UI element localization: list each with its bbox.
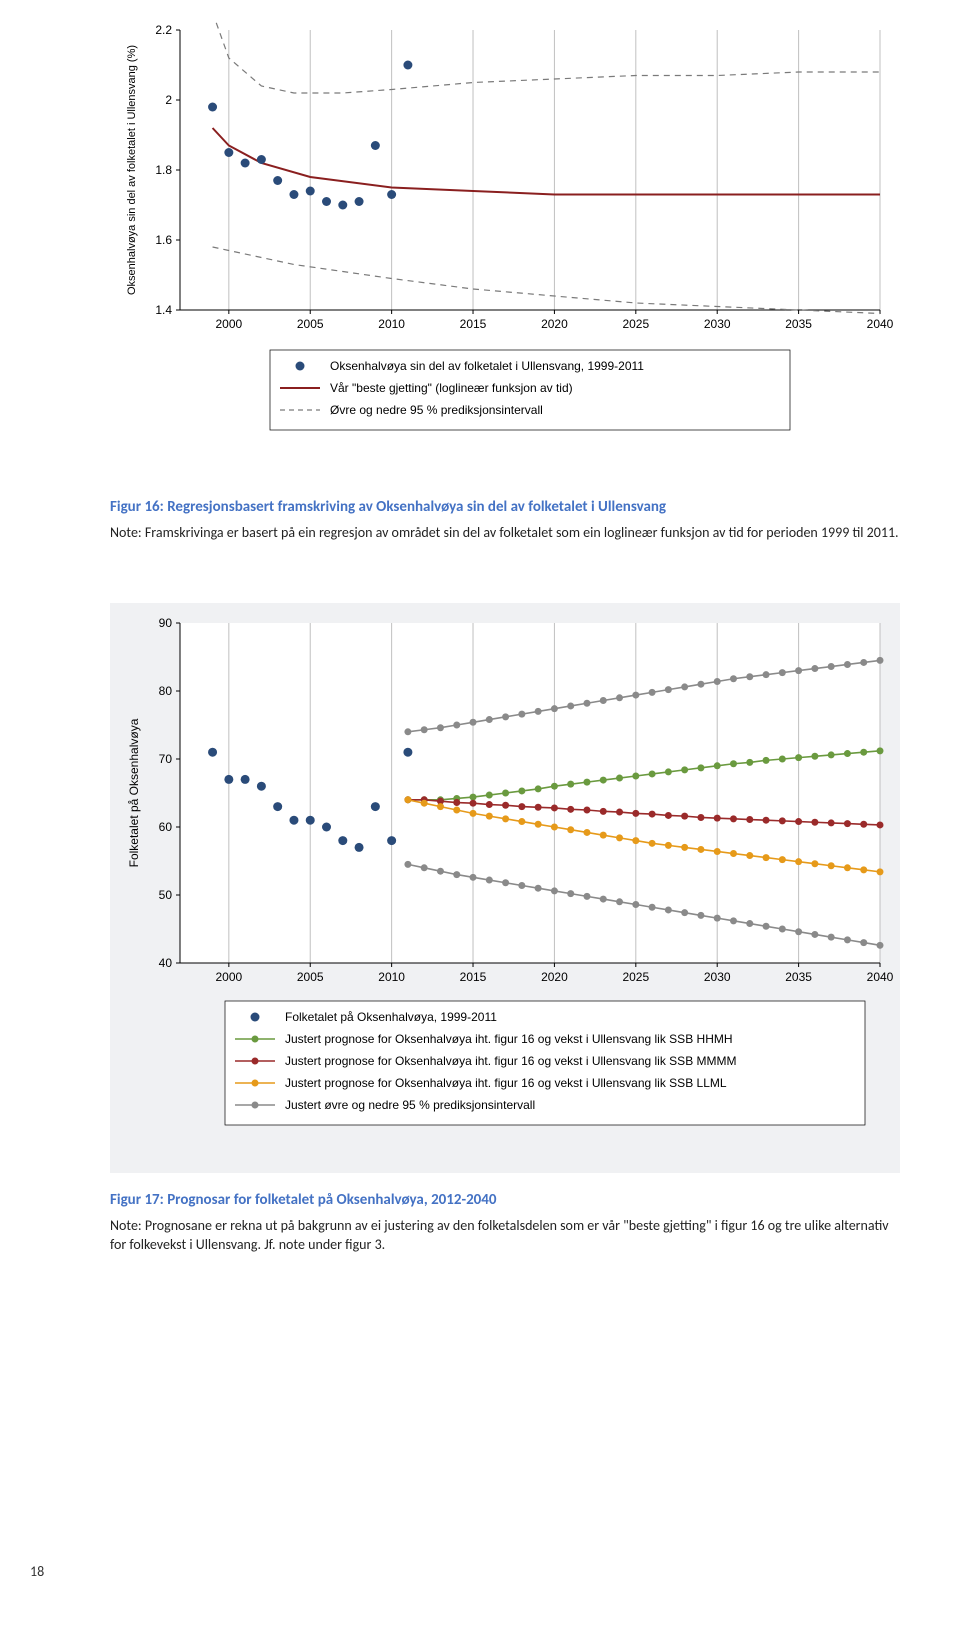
svg-text:2: 2: [165, 93, 172, 107]
svg-text:70: 70: [159, 752, 173, 766]
svg-text:2000: 2000: [215, 317, 242, 331]
svg-text:2040: 2040: [867, 317, 894, 331]
svg-text:2025: 2025: [622, 970, 649, 984]
figure-17-note: Note: Prognosane er rekna ut på bakgrunn…: [110, 1217, 900, 1255]
figure-17-chart: 40 50 60 70 80 90 2000 2005 2010 2015 2020 2025 2030…: [110, 603, 900, 1173]
svg-text:2.2: 2.2: [155, 23, 172, 37]
svg-text:2020: 2020: [541, 317, 568, 331]
svg-text:2005: 2005: [297, 970, 324, 984]
svg-text:Justert øvre og nedre 95 % pre: Justert øvre og nedre 95 % prediksjonsin…: [285, 1098, 535, 1112]
svg-text:Justert prognose for Oksenhalv: Justert prognose for Oksenhalvøya iht. f…: [285, 1054, 737, 1068]
figure-17-title: Figur 17: Prognosar for folketalet på Ok…: [110, 1191, 900, 1209]
svg-text:Oksenhalvøya sin del av folket: Oksenhalvøya sin del av folketalet i Ull…: [126, 45, 138, 295]
svg-text:Oksenhalvøya sin del av folket: Oksenhalvøya sin del av folketalet i Ull…: [330, 359, 644, 373]
figure-16-note: Note: Framskrivinga er basert på ein reg…: [110, 524, 900, 543]
svg-text:2015: 2015: [460, 317, 487, 331]
figure-16-chart: 1.4 1.6 1.8 2 2.2 2000 2005 2010 2015 2020 2025 203…: [110, 20, 900, 480]
svg-text:Folketalet på Oksenhalvøya, 19: Folketalet på Oksenhalvøya, 1999-2011: [285, 1010, 497, 1024]
page-number: 18: [30, 1563, 44, 1580]
svg-text:2025: 2025: [622, 317, 649, 331]
svg-text:2010: 2010: [378, 970, 405, 984]
svg-text:2000: 2000: [215, 970, 242, 984]
svg-text:1.6: 1.6: [155, 233, 172, 247]
svg-text:60: 60: [159, 820, 173, 834]
svg-text:2015: 2015: [460, 970, 487, 984]
svg-text:50: 50: [159, 888, 173, 902]
svg-text:Vår "beste gjetting" (loglineæ: Vår "beste gjetting" (loglineær funksjon…: [330, 381, 573, 395]
svg-text:2020: 2020: [541, 970, 568, 984]
svg-text:Justert prognose for Oksenhalv: Justert prognose for Oksenhalvøya iht. f…: [285, 1032, 733, 1046]
svg-text:Øvre og nedre 95 % prediksjons: Øvre og nedre 95 % prediksjonsintervall: [330, 403, 543, 417]
svg-text:2030: 2030: [704, 317, 731, 331]
svg-text:40: 40: [159, 956, 173, 970]
svg-text:1.8: 1.8: [155, 163, 172, 177]
svg-text:Folketalet på Oksenhalvøya: Folketalet på Oksenhalvøya: [127, 718, 141, 867]
figure-16-title: Figur 16: Regresjonsbasert framskriving …: [110, 498, 900, 516]
svg-text:80: 80: [159, 684, 173, 698]
svg-text:2035: 2035: [785, 970, 812, 984]
svg-text:2030: 2030: [704, 970, 731, 984]
svg-text:2010: 2010: [378, 317, 405, 331]
svg-text:Justert prognose for Oksenhalv: Justert prognose for Oksenhalvøya iht. f…: [285, 1076, 727, 1090]
svg-text:90: 90: [159, 616, 173, 630]
svg-text:2035: 2035: [785, 317, 812, 331]
svg-text:2040: 2040: [867, 970, 894, 984]
svg-text:1.4: 1.4: [155, 303, 172, 317]
svg-text:2005: 2005: [297, 317, 324, 331]
